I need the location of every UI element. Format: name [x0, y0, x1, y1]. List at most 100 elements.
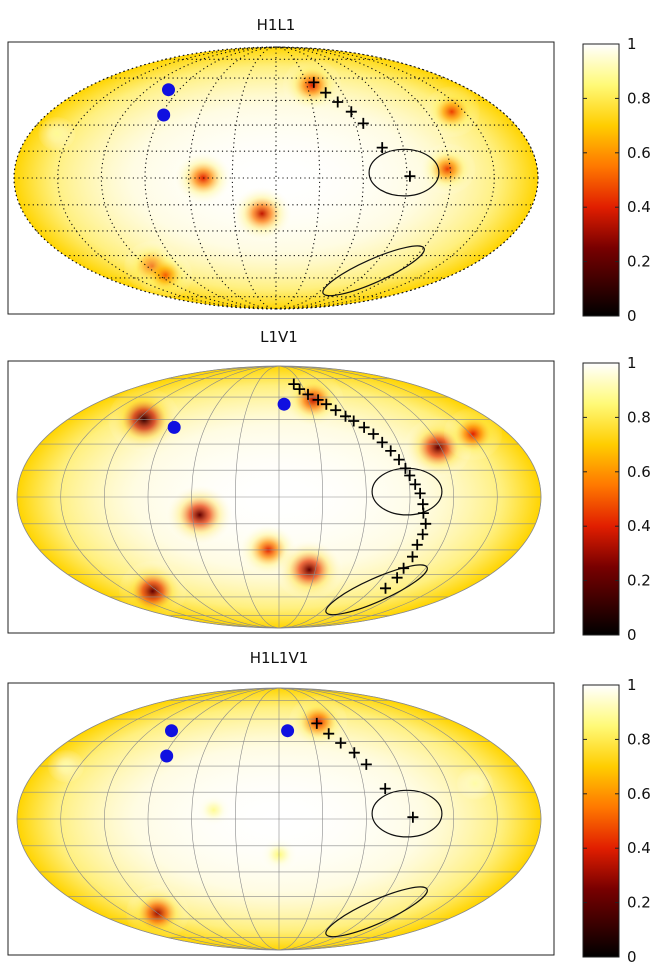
meridian-line	[275, 46, 321, 310]
source-marker	[277, 397, 291, 411]
sky-map	[13, 46, 539, 310]
panel-title: H1L1V1	[250, 649, 309, 667]
track-marker	[376, 142, 388, 154]
meridian-line	[188, 46, 277, 310]
sensitivity-minimum	[288, 695, 348, 749]
track-marker	[311, 717, 323, 729]
track-marker	[407, 811, 419, 823]
track-marker	[409, 478, 421, 490]
track-marker	[379, 783, 391, 795]
track-marker	[404, 470, 416, 481]
map-outline	[16, 365, 542, 629]
track-marker	[420, 518, 432, 530]
track-marker	[385, 445, 397, 457]
track-marker	[404, 170, 416, 182]
track-marker	[399, 462, 411, 474]
track-marker	[345, 106, 357, 118]
track-marker	[302, 388, 314, 400]
colorbar: 0 0.2 0.4 0.6 0.8 1	[582, 35, 651, 325]
meridian-line	[275, 46, 364, 310]
panel-l1v1: L1V1 0 0.2 0.4 0.6 0.8 1	[7, 328, 651, 644]
track-marker	[323, 728, 335, 740]
sensitivity-minimum	[282, 58, 342, 112]
colorbar: 0 0.2 0.4 0.6 0.8 1	[582, 676, 651, 962]
track-marker	[332, 96, 344, 108]
panel-h1l1v1: H1L1V1 0 0.2 0.4 0.6 0.8 1	[7, 649, 651, 962]
panel-title: H1L1	[257, 16, 296, 34]
map-outline	[16, 687, 542, 951]
sensitivity-minimum	[119, 561, 187, 622]
track-marker	[348, 747, 360, 759]
sensitivity-minimum	[423, 86, 480, 137]
sensitivity-minimum	[166, 484, 234, 546]
sensitivity-minimum	[38, 116, 76, 151]
track-marker	[294, 383, 306, 395]
track-marker	[340, 410, 351, 422]
track-marker	[348, 415, 360, 427]
map-outline	[13, 46, 539, 310]
sensitivity-minimum	[443, 407, 503, 461]
sensitivity-minimum	[138, 250, 193, 300]
colorbar-gradient	[582, 362, 620, 636]
sky-map	[16, 365, 542, 629]
track-marker	[393, 454, 405, 466]
track-marker	[367, 428, 379, 440]
track-marker	[288, 378, 300, 390]
sky-map-body	[14, 47, 538, 309]
colorbar-tick-label: 0.8	[627, 89, 651, 107]
track-marker	[358, 421, 370, 433]
track-marker	[391, 572, 403, 584]
sensitivity-minimum	[195, 793, 233, 827]
panel-title: L1V1	[260, 328, 298, 346]
colorbar-tick-label: 0.6	[627, 463, 651, 481]
contour-ellipse	[368, 148, 440, 197]
track-marker	[335, 737, 347, 749]
panel-h1l1: H1L1 0 0.2 0.4 0.6 0.8 1	[7, 16, 651, 325]
contour-ellipse	[371, 789, 443, 838]
colorbar-tick-label: 0.2	[627, 572, 651, 590]
colorbar-tick-label: 0.6	[627, 144, 651, 162]
contour-ellipse	[325, 564, 428, 616]
colorbar-tick-label: 1	[627, 354, 637, 372]
contour-ellipse	[322, 245, 425, 297]
colorbar-tick-label: 0.4	[627, 517, 651, 535]
track-marker	[398, 562, 410, 574]
colorbar-tick-label: 0.2	[627, 894, 651, 912]
colorbar-tick-label: 1	[627, 676, 637, 694]
sensitivity-minimum	[231, 186, 293, 241]
colorbar-tick-label: 0.6	[627, 785, 651, 803]
source-marker	[160, 749, 174, 763]
source-marker	[281, 724, 295, 738]
colorbar-tick-label: 0.4	[627, 839, 651, 857]
colorbar-gradient	[582, 43, 620, 317]
sensitivity-minimum	[275, 539, 343, 600]
track-marker	[380, 582, 391, 594]
colorbar-tick-label: 0.4	[627, 198, 651, 216]
colorbar-gradient	[582, 684, 620, 958]
colorbar-tick-label: 1	[627, 35, 637, 53]
track-marker	[357, 117, 369, 129]
source-marker	[162, 83, 175, 97]
meridian-line	[57, 46, 277, 310]
source-marker	[157, 108, 171, 122]
track-marker	[312, 394, 324, 406]
colorbar-tick-label: 0.2	[627, 253, 651, 271]
track-marker	[417, 507, 429, 519]
colorbar-tick-label: 0	[627, 626, 637, 644]
colorbar-tick-label: 0.8	[627, 730, 651, 748]
track-marker	[320, 398, 332, 410]
track-marker	[330, 404, 342, 416]
source-marker	[165, 724, 178, 738]
track-marker	[407, 551, 418, 563]
colorbar-tick-label: 0	[627, 948, 637, 962]
track-marker	[414, 487, 426, 499]
contour-ellipse	[325, 886, 428, 938]
track-marker	[320, 87, 332, 99]
sensitivity-minimum	[456, 767, 494, 800]
track-marker	[417, 528, 429, 540]
track-marker	[360, 758, 372, 770]
track-marker	[411, 539, 423, 551]
source-marker	[167, 420, 181, 434]
colorbar-tick-label: 0.8	[627, 408, 651, 426]
